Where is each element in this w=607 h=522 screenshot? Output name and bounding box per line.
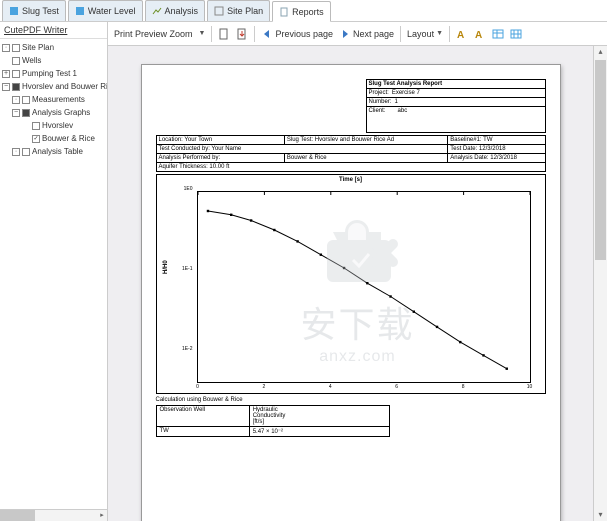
report-logo-area (156, 79, 366, 133)
prev-page-label: Previous page (275, 29, 333, 39)
scroll-thumb[interactable] (595, 60, 606, 260)
tree-item-wells[interactable]: Wells (2, 54, 105, 67)
tree-item-site-plan[interactable]: ·Site Plan (2, 41, 105, 54)
export-button[interactable] (236, 28, 248, 40)
grid-button[interactable] (510, 28, 522, 40)
tab-bar: Slug Test Water Level Analysis Site Plan… (0, 0, 607, 22)
checkbox-checked-icon[interactable] (22, 109, 30, 117)
sidebar-title: CutePDF Writer (0, 22, 107, 39)
collapse-icon[interactable]: − (12, 109, 20, 117)
zoom-label: Print Preview Zoom (114, 29, 193, 39)
layout-button[interactable]: Layout ▼ (407, 29, 443, 39)
svg-text:A: A (457, 30, 464, 40)
tree-item-measurements[interactable]: ·Measurements (12, 93, 105, 106)
report-info-table: Location: Your TownSlug Test: Hvorslev a… (156, 135, 546, 172)
x-tick-label: 0 (196, 384, 199, 390)
print-preview-area: Slug Test Analysis Report Project:Exerci… (108, 46, 607, 521)
tree-item-bouwer[interactable]: ✓Bouwer & Rice (22, 132, 105, 145)
x-tick-label: 10 (527, 384, 533, 390)
checkbox-checked-icon[interactable] (12, 83, 20, 91)
preview-vscroll[interactable]: ▴ ▾ (593, 46, 607, 521)
prev-page-button[interactable]: Previous page (261, 28, 333, 40)
report-page: Slug Test Analysis Report Project:Exerci… (141, 64, 561, 521)
leaf-icon: · (12, 96, 20, 104)
tab-label: Reports (292, 7, 324, 17)
checkbox-icon[interactable] (12, 44, 20, 52)
report-icon (279, 7, 289, 17)
checkbox-icon[interactable] (12, 70, 20, 78)
scroll-thumb[interactable] (0, 510, 35, 521)
tab-site-plan[interactable]: Site Plan (207, 0, 270, 21)
tab-label: Slug Test (22, 6, 59, 16)
scroll-right-icon[interactable]: ▸ (97, 510, 107, 521)
collapse-icon[interactable]: − (2, 83, 10, 91)
tree-item-pumping[interactable]: +Pumping Test 1 (2, 67, 105, 80)
checkbox-checked-icon[interactable]: ✓ (32, 135, 40, 143)
scroll-up-icon[interactable]: ▴ (594, 46, 607, 58)
water-icon (75, 6, 85, 16)
next-page-label: Next page (353, 29, 394, 39)
chevron-down-icon: ▼ (436, 30, 443, 37)
report-title: Slug Test Analysis Report (367, 80, 545, 89)
x-tick-label: 6 (395, 384, 398, 390)
tree-item-analysis-table[interactable]: ·Analysis Table (12, 145, 105, 158)
preview-toolbar: Print Preview Zoom ▼ Previous page Next … (108, 22, 607, 46)
scroll-down-icon[interactable]: ▾ (594, 509, 607, 521)
calc-table: Observation Well HydraulicConductivity[f… (156, 405, 390, 437)
y-tick-label: 1E0 (179, 186, 193, 192)
layout-label: Layout (407, 29, 434, 39)
chart-xlabel: Time [s] (157, 177, 545, 183)
table-button[interactable] (492, 28, 504, 40)
leaf-icon: · (12, 148, 20, 156)
tab-label: Site Plan (227, 6, 263, 16)
expand-icon[interactable]: + (2, 70, 10, 78)
calc-title: Calculation using Bouwer & Rice (156, 397, 546, 403)
chart-icon (152, 6, 162, 16)
tab-water-level[interactable]: Water Level (68, 0, 143, 21)
sidebar: CutePDF Writer ·Site Plan Wells +Pumping… (0, 22, 108, 521)
chart-ylabel: H/H0 (163, 260, 169, 274)
x-tick-label: 4 (329, 384, 332, 390)
font-a-button[interactable]: A (456, 28, 468, 40)
tab-slug-test[interactable]: Slug Test (2, 0, 66, 21)
checkbox-icon[interactable] (22, 96, 30, 104)
svg-text:A: A (475, 30, 482, 40)
checkbox-icon[interactable] (32, 122, 40, 130)
analysis-chart: Time [s] H/H0 0 2 4 6 8 10 1E0 1E-1 1E-2 (156, 174, 546, 394)
tree-item-hvorslev[interactable]: Hvorslev (22, 119, 105, 132)
plan-icon (214, 6, 224, 16)
collapse-icon[interactable]: · (2, 44, 10, 52)
report-meta-box: Slug Test Analysis Report Project:Exerci… (366, 79, 546, 133)
tab-analysis[interactable]: Analysis (145, 0, 206, 21)
zoom-dropdown-icon[interactable]: ▼ (199, 30, 206, 37)
report-tree[interactable]: ·Site Plan Wells +Pumping Test 1 −Hvorsl… (0, 39, 107, 509)
checkbox-icon[interactable] (22, 148, 30, 156)
tab-reports[interactable]: Reports (272, 1, 331, 22)
x-tick-label: 8 (462, 384, 465, 390)
y-tick-label: 1E-1 (179, 266, 193, 272)
tab-label: Water Level (88, 6, 136, 16)
tree-item-hbr[interactable]: −Hvorslev and Bouwer Rice ·Measurements … (2, 80, 105, 158)
next-page-button[interactable]: Next page (339, 28, 394, 40)
flask-icon (9, 6, 19, 16)
y-tick-label: 1E-2 (179, 346, 193, 352)
tree-item-analysis-graphs[interactable]: −Analysis Graphs Hvorslev ✓Bouwer & Rice (12, 106, 105, 145)
checkbox-icon[interactable] (12, 57, 20, 65)
x-tick-label: 2 (263, 384, 266, 390)
new-button[interactable] (218, 28, 230, 40)
font-a2-button[interactable]: A (474, 28, 486, 40)
sidebar-hscroll[interactable]: ◂ ▸ (0, 509, 107, 521)
tab-label: Analysis (165, 6, 199, 16)
